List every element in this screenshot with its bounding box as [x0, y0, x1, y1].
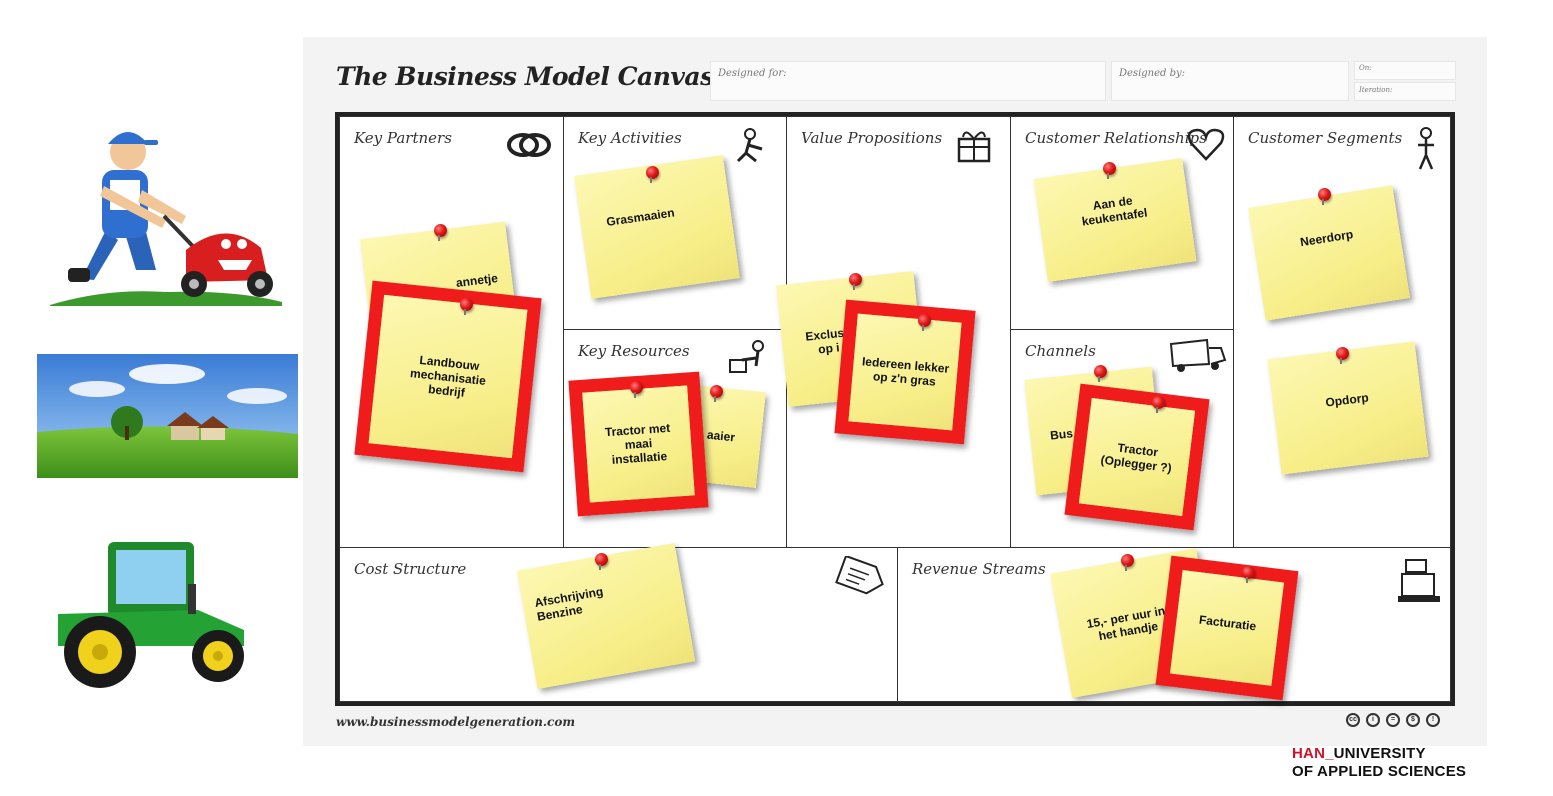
sticky-note[interactable]: Aan de keukentafel [1033, 158, 1197, 282]
sticky-note-text: Iedereen lekker op z'n gras [861, 354, 950, 389]
rings-icon [507, 133, 551, 157]
pushpin-icon [1152, 396, 1165, 413]
section-title: Channels [1025, 342, 1096, 360]
sticky-note-highlighted[interactable]: Iedereen lekker op z'n gras [834, 299, 976, 445]
canvas-title: The Business Model Canvas [336, 62, 714, 91]
pushpin-icon [646, 166, 659, 183]
creative-commons-icon: = [1386, 713, 1400, 727]
section-title: Key Activities [578, 129, 682, 147]
section-title: Cost Structure [354, 560, 467, 578]
pushpin-icon [1103, 162, 1116, 179]
pushpin-icon [1318, 188, 1331, 205]
pushpin-icon [918, 314, 931, 331]
creative-commons-icon: $ [1406, 713, 1420, 727]
sticky-note-text: Landbouw mechanisatie bedrijf [409, 352, 487, 400]
iteration-field[interactable] [1354, 82, 1456, 101]
section-title: Value Propositions [801, 129, 943, 147]
sticky-note-text: Aan de keukentafel [1080, 193, 1149, 229]
sticky-note-text: Opdorp [1324, 390, 1370, 410]
gift-icon [957, 131, 991, 163]
footer-url: www.businessmodelgeneration.com [336, 715, 576, 729]
section-customer-segments: Customer Segments [1233, 116, 1451, 548]
tractor-illustration [58, 542, 244, 688]
pushpin-icon [460, 298, 473, 315]
worker-icon [736, 128, 763, 163]
sticky-note-text: 15,- per uur in het handje [1085, 603, 1167, 644]
pushpin-icon [1242, 566, 1255, 583]
pushpin-icon [630, 381, 643, 398]
designed-for-label: Designed for: [718, 68, 787, 79]
sticky-note-text: annetje [455, 270, 499, 290]
section-title: Customer Segments [1248, 129, 1403, 147]
pushpin-icon [1094, 365, 1107, 382]
designed-by-field[interactable] [1111, 61, 1349, 101]
lawnmower-man-illustration [50, 132, 282, 306]
creative-commons-icon: i [1366, 713, 1380, 727]
sticky-note-text: Facturatie [1198, 612, 1257, 634]
sticky-note-text: Grasmaaien [605, 205, 676, 229]
sticky-note[interactable]: Opdorp [1267, 341, 1429, 475]
pushpin-icon [434, 224, 447, 241]
designed-for-field[interactable] [710, 61, 1106, 101]
heart-icon [1187, 128, 1225, 161]
han-prefix: HAN_ [1292, 745, 1334, 762]
han-university-logo: HAN_UNIVERSITY OF APPLIED SCIENCES [1292, 745, 1466, 781]
section-title: Revenue Streams [912, 560, 1046, 578]
pushpin-icon [595, 553, 608, 570]
pushpin-icon [710, 385, 723, 402]
price-tag-icon [835, 556, 884, 595]
sticky-note-text: Tractor (Oplegger ?) [1099, 440, 1173, 476]
cash-register-icon [1398, 559, 1440, 602]
section-title: Customer Relationships [1025, 129, 1207, 147]
pushpin-icon [849, 273, 862, 290]
date-label: On: [1359, 64, 1372, 72]
pushpin-icon [1336, 347, 1349, 364]
sticky-note-highlighted[interactable]: Landbouw mechanisatie bedrijf [354, 280, 542, 473]
designed-by-label: Designed by: [1119, 68, 1186, 79]
section-title: Key Resources [578, 342, 690, 360]
pushpin-icon [1121, 554, 1134, 571]
date-field[interactable] [1354, 61, 1456, 80]
person-icon [1418, 127, 1434, 170]
sticky-note-highlighted[interactable]: Facturatie [1155, 555, 1299, 701]
creative-commons-icon: ! [1426, 713, 1440, 727]
creative-commons-icon: cc [1346, 713, 1360, 727]
sticky-note-text: Neerdorp [1299, 227, 1355, 250]
sticky-note-text: Afschrijving Benzine [533, 584, 605, 624]
worker-icon [729, 340, 764, 373]
iteration-label: Iteration: [1359, 86, 1393, 94]
section-title: Key Partners [354, 129, 452, 147]
landscape-house-photo [37, 354, 298, 478]
sticky-note-highlighted[interactable]: Tractor (Oplegger ?) [1064, 383, 1210, 531]
han-line2: OF APPLIED SCIENCES [1292, 763, 1467, 780]
truck-icon [1169, 338, 1227, 372]
sticky-note-text: Tractor met maai installatie [604, 420, 671, 467]
sticky-note[interactable]: Neerdorp [1247, 185, 1411, 321]
sticky-note-text: aaier [706, 427, 736, 445]
han-line1: UNIVERSITY [1333, 745, 1426, 762]
